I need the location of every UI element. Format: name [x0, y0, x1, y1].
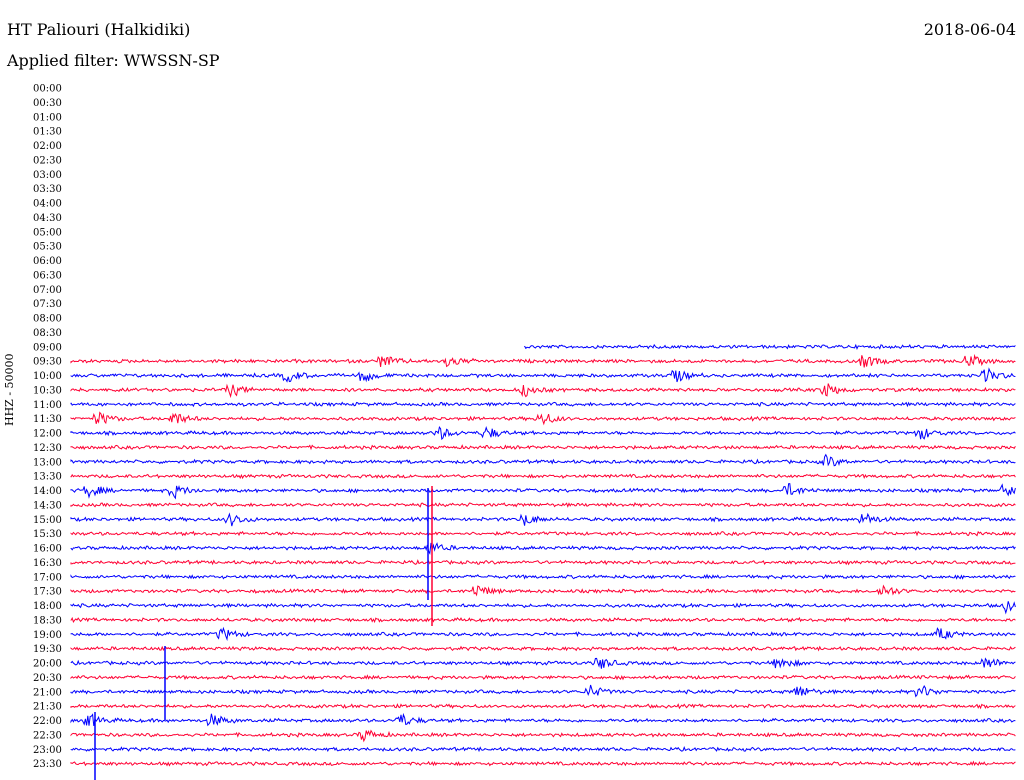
row-time-label: 06:00	[33, 256, 62, 267]
row-time-label: 20:30	[33, 673, 62, 684]
row-time-label: 10:30	[33, 385, 62, 396]
row-time-label: 19:00	[33, 630, 62, 641]
trace-row-1130	[70, 411, 1016, 426]
row-time-label: 01:00	[33, 112, 62, 123]
filter-label: Applied filter: WWSSN-SP	[7, 51, 220, 70]
row-time-label: 05:30	[33, 242, 62, 253]
row-time-label: 03:00	[33, 170, 62, 181]
row-time-label: 00:00	[33, 84, 62, 95]
trace-row-1500	[70, 512, 1016, 527]
row-time-label: 14:30	[33, 500, 62, 511]
trace-row-2100	[70, 684, 1016, 698]
row-time-label: 14:00	[33, 486, 62, 497]
row-time-label: 20:00	[33, 659, 62, 670]
row-time-label: 11:00	[33, 400, 62, 411]
row-time-label: 00:30	[33, 98, 62, 109]
row-time-label: 13:30	[33, 472, 62, 483]
row-time-label: 23:00	[33, 745, 62, 756]
trace-row-2330	[70, 760, 1016, 767]
row-time-label: 02:00	[33, 141, 62, 152]
row-time-label: 05:00	[33, 227, 62, 238]
trace-row-1030	[70, 383, 1016, 399]
row-time-label: 21:30	[33, 702, 62, 713]
trace-row-1230	[70, 444, 1016, 451]
date-label: 2018-06-04	[923, 20, 1016, 39]
row-time-label: 06:30	[33, 270, 62, 281]
row-time-label: 08:00	[33, 314, 62, 325]
trace-row-1330	[70, 473, 1016, 480]
row-time-label: 04:30	[33, 213, 62, 224]
row-time-label: 17:00	[33, 572, 62, 583]
trace-row-2030	[70, 674, 1016, 681]
trace-row-1430	[70, 501, 1016, 508]
trace-row-1800	[70, 601, 1016, 615]
row-time-label: 09:00	[33, 342, 62, 353]
trace-row-1630	[70, 559, 1016, 566]
trace-row-0900	[524, 343, 1016, 350]
trace-row-0930	[70, 353, 1016, 368]
row-time-label: 03:30	[33, 184, 62, 195]
trace-row-1100	[70, 401, 1016, 408]
trace-row-1730	[70, 584, 1016, 597]
row-time-label: 15:30	[33, 529, 62, 540]
row-time-label: 18:30	[33, 615, 62, 626]
row-time-label: 16:30	[33, 558, 62, 569]
row-time-label: 23:30	[33, 759, 62, 770]
row-time-label: 07:30	[33, 299, 62, 310]
trace-row-2000	[70, 657, 1016, 669]
row-time-label: 15:00	[33, 515, 62, 526]
row-time-label: 12:00	[33, 429, 62, 440]
row-time-label: 18:00	[33, 601, 62, 612]
trace-row-2230	[70, 729, 1016, 743]
trace-row-1300	[70, 453, 1016, 467]
row-time-label: 09:30	[33, 357, 62, 368]
trace-row-1200	[70, 425, 1016, 441]
row-time-label: 01:30	[33, 127, 62, 138]
row-time-label: 19:30	[33, 644, 62, 655]
row-time-label: 21:00	[33, 687, 62, 698]
trace-row-2300	[70, 746, 1016, 753]
row-time-label: 22:00	[33, 716, 62, 727]
row-time-label: 13:00	[33, 457, 62, 468]
row-time-label: 22:30	[33, 730, 62, 741]
trace-row-1700	[70, 573, 1016, 580]
row-time-label: 02:30	[33, 155, 62, 166]
trace-row-1600	[70, 542, 1016, 555]
row-time-label: 08:30	[33, 328, 62, 339]
row-time-label: 07:00	[33, 285, 62, 296]
trace-row-2130	[70, 703, 1016, 710]
trace-row-1000	[70, 367, 1016, 383]
station-title: HT Paliouri (Halkidiki)	[7, 20, 191, 39]
trace-row-1900	[70, 626, 1016, 642]
row-time-label: 04:00	[33, 199, 62, 210]
trace-row-1830	[70, 616, 1016, 624]
trace-row-2200	[70, 712, 1016, 727]
row-time-label: 17:30	[33, 587, 62, 598]
trace-row-1400	[70, 483, 1016, 500]
trace-row-1930	[70, 645, 1016, 652]
row-time-label: 16:00	[33, 544, 62, 555]
row-time-label: 12:30	[33, 443, 62, 454]
row-time-label: 10:00	[33, 371, 62, 382]
row-time-label: 11:30	[33, 414, 62, 425]
trace-row-1530	[70, 530, 1016, 537]
